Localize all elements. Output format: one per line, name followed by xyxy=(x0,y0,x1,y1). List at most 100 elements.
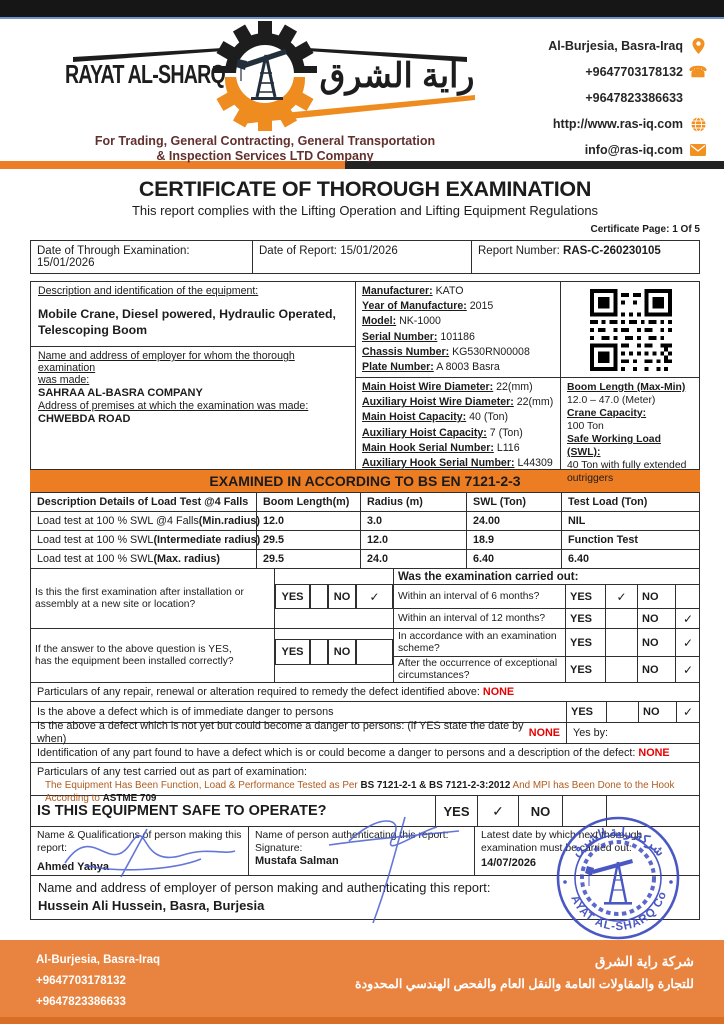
top-black-bar xyxy=(0,0,724,19)
sub1-yes-check: ✓ xyxy=(605,584,637,608)
sub2-yes-box: YES xyxy=(565,608,605,628)
footer-arabic-block: شركة راية الشرق للتجارة والمقاولات العام… xyxy=(355,950,694,1013)
next-exam-date: 14/07/2026 xyxy=(481,857,537,869)
load-row3-test: 6.40 xyxy=(561,549,700,568)
sub4-yes-check xyxy=(605,656,637,682)
authenticator-label: Name of person authenticating this repor… xyxy=(255,830,449,841)
company-logo: RAYAT AL-SHARQ راية الشرق For Trading, G… xyxy=(30,21,500,163)
equipment-description-label: Description and identification of the eq… xyxy=(38,285,259,297)
date-report-row: Date of Through Examination: 15/01/2026 … xyxy=(30,240,700,274)
location-pin-icon xyxy=(690,38,706,54)
main-wire-label: Main Hoist Wire Diameter: xyxy=(362,381,494,393)
main-capacity-value: 40 (Ton) xyxy=(469,411,509,424)
employer-value: SAHRAA AL-BASRA COMPANY xyxy=(38,387,203,399)
sub4-no-box: NO xyxy=(637,656,675,682)
question2-line2: has the equipment been installed correct… xyxy=(35,655,234,667)
load-header-radius: Radius (m) xyxy=(360,492,466,511)
immediate-danger-row: Is the above a defect which is of immedi… xyxy=(31,701,699,722)
carried-out-header: Was the examination carried out: xyxy=(393,568,700,584)
defects-section: Particulars of any repair, renewal or al… xyxy=(30,682,700,827)
future-danger-row: Is the above a defect which is not yet b… xyxy=(31,720,699,745)
report-employer-value: Hussein Ali Hussein, Basra, Burjesia xyxy=(38,898,265,913)
footer-phone2: +9647823386633 xyxy=(36,996,126,1008)
contact-block: Al-Burjesia, Basra-Iraq +9647703178132 ☎… xyxy=(506,21,707,161)
equipment-table: Description and identification of the eq… xyxy=(30,281,700,484)
q2-yes-check xyxy=(310,639,328,665)
sub4-yes-box: YES xyxy=(565,656,605,682)
load-row3-desc: Load test at 100 % SWL (Max. radius) xyxy=(30,549,256,568)
q2-no-check xyxy=(356,639,393,665)
sub1-no-box: NO xyxy=(637,584,675,608)
load-header-description: Description Details of Load Test @4 Fall… xyxy=(30,492,256,511)
load-row1-radius: 3.0 xyxy=(360,511,466,530)
aux-wire-label: Auxiliary Hoist Wire Diameter: xyxy=(362,396,514,409)
question2-answer-area: YES NO xyxy=(274,628,393,682)
aux-capacity-label: Auxiliary Hoist Capacity: xyxy=(362,426,487,439)
future-danger-none-value: NONE xyxy=(528,726,560,739)
contact-phone2: +9647823386633 xyxy=(506,85,706,111)
sub-question-12months: Within an interval of 12 months? xyxy=(393,608,565,628)
logo-line-left xyxy=(73,48,223,62)
load-header-boom: Boom Length(m) xyxy=(256,492,360,511)
employer-premises-cell: Name and address of employer for whom th… xyxy=(31,347,355,469)
load-row2-desc: Load test at 100 % SWL (Intermediate rad… xyxy=(30,530,260,549)
company-name-ar: راية الشرق xyxy=(320,57,475,96)
identification-none-value: NONE xyxy=(638,746,670,759)
sub-question-exceptional: After the occurrence of exceptional circ… xyxy=(393,656,565,682)
tagline-line2: & Inspection Services LTD Company xyxy=(156,149,374,163)
safe-no-box: NO xyxy=(518,796,562,826)
envelope-icon xyxy=(690,142,706,158)
signature-section: Name & Qualifications of person making t… xyxy=(30,816,700,940)
boom-length-label: Boom Length (Max-Min) xyxy=(567,382,686,393)
qr-code-cell xyxy=(560,281,700,377)
maker-cell: Name & Qualifications of person making t… xyxy=(31,827,248,878)
repair-text-cell: Particulars of any repair, renewal or al… xyxy=(31,683,699,701)
test-detail-seg1: The Equipment Has Been Function, Load & … xyxy=(45,780,361,791)
year-value: 2015 xyxy=(469,300,494,313)
exam-date-label: Date of Through Examination: xyxy=(37,245,190,257)
authenticator-name: Mustafa Salman xyxy=(255,855,339,867)
sub3-no-check: ✓ xyxy=(675,628,700,656)
q2-no-box: NO xyxy=(328,639,356,665)
gear-center xyxy=(236,45,294,103)
page-subtitle: This report complies with the Lifting Op… xyxy=(131,203,599,218)
sub2-no-box: NO xyxy=(637,608,675,628)
footer-address: Al-Burjesia, Basra-Iraq xyxy=(36,954,160,966)
next-exam-label: Latest date by which next thorough exami… xyxy=(481,830,643,854)
authenticator-signature-label: Signature: xyxy=(255,843,303,854)
test-detail-standard2: ASTME 709 xyxy=(102,793,157,804)
website-text: http://www.ras-iq.com xyxy=(552,117,683,131)
logo-swoosh-orange xyxy=(241,95,475,124)
certificate-page-number: Certificate Page: 1 Of 5 xyxy=(590,224,700,235)
aux-capacity-value: 7 (Ton) xyxy=(489,426,523,439)
footer-contact-block: Al-Burjesia, Basra-Iraq +9647703178132 +… xyxy=(36,950,160,1013)
load-row2-swl: 18.9 xyxy=(466,530,561,549)
q1-yes-box: YES xyxy=(275,584,310,609)
load-row2-desc-bold: (Intermediate radius) xyxy=(153,534,261,546)
email-text: info@ras-iq.com xyxy=(584,143,683,157)
plate-value: A 8003 Basra xyxy=(436,361,500,374)
certificate-body: CERTIFICATE OF THOROUGH EXAMINATION This… xyxy=(30,177,700,940)
premises-value: CHWEBDA ROAD xyxy=(38,413,131,425)
footer-company-arabic: شركة راية الشرق xyxy=(594,954,694,969)
equipment-description-cell: Description and identification of the eq… xyxy=(31,282,355,347)
logo-line-right xyxy=(307,48,467,62)
question1-answer-area: YES NO ✓ xyxy=(274,568,393,628)
question1-line2: assembly at a new site or location? xyxy=(35,598,196,610)
sub4-no-check: ✓ xyxy=(675,656,700,682)
q1-no-box: NO xyxy=(328,584,356,609)
test-particulars-cell: Particulars of any test carried out as p… xyxy=(31,763,699,804)
load-header-testload: Test Load (Ton) xyxy=(561,492,700,511)
examination-questions-table: Is this the first examination after inst… xyxy=(30,568,700,683)
main-hook-value: L116 xyxy=(496,441,520,454)
report-date-cell: Date of Report: 15/01/2026 xyxy=(252,240,471,273)
pumpjack-icon xyxy=(236,49,287,100)
exam-date-cell: Date of Through Examination: 15/01/2026 xyxy=(30,240,252,273)
phone2-text: +9647823386633 xyxy=(585,91,683,105)
maker-label: Name & Qualifications of person making t… xyxy=(37,830,242,854)
serial-value: 101186 xyxy=(440,330,475,343)
test-particulars-row: Particulars of any test carried out as p… xyxy=(31,762,699,804)
hoist-details-cell: Main Hoist Wire Diameter: 22(mm) Auxilia… xyxy=(355,377,560,469)
load-row3-desc-bold: (Max. radius) xyxy=(153,553,221,565)
